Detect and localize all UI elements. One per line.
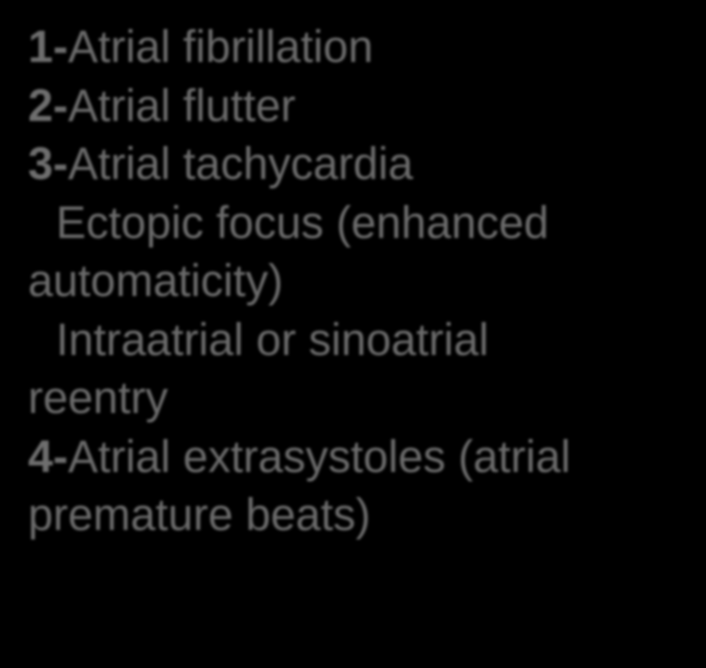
list-item: 4-Atrial extrasystoles (atrial — [28, 428, 678, 487]
list-item: automaticity) — [28, 252, 678, 311]
list-item: reentry — [28, 369, 678, 428]
item-number: 1- — [28, 21, 68, 72]
list-item: premature beats) — [28, 486, 678, 545]
list-item: 2-Atrial flutter — [28, 77, 678, 136]
list-item: Ectopic focus (enhanced — [28, 194, 678, 253]
item-number: 4- — [28, 431, 68, 482]
list-item: 3-Atrial tachycardia — [28, 135, 678, 194]
item-number: 3- — [28, 138, 68, 189]
item-number: 2- — [28, 80, 68, 131]
item-text: Ectopic focus (enhanced — [56, 197, 549, 248]
item-text: Atrial tachycardia — [68, 138, 413, 189]
list-item: Intraatrial or sinoatrial — [28, 311, 678, 370]
item-text: automaticity) — [28, 255, 283, 306]
list-item: 1-Atrial fibrillation — [28, 18, 678, 77]
item-text: Atrial flutter — [68, 80, 296, 131]
item-text: Intraatrial or sinoatrial — [56, 314, 489, 365]
item-text: premature beats) — [28, 489, 371, 540]
slide: 1-Atrial fibrillation 2-Atrial flutter 3… — [0, 0, 706, 668]
slide-textbox: 1-Atrial fibrillation 2-Atrial flutter 3… — [28, 18, 678, 545]
item-text: reentry — [28, 372, 168, 423]
item-text: Atrial fibrillation — [68, 21, 373, 72]
item-text: Atrial extrasystoles (atrial — [68, 431, 571, 482]
